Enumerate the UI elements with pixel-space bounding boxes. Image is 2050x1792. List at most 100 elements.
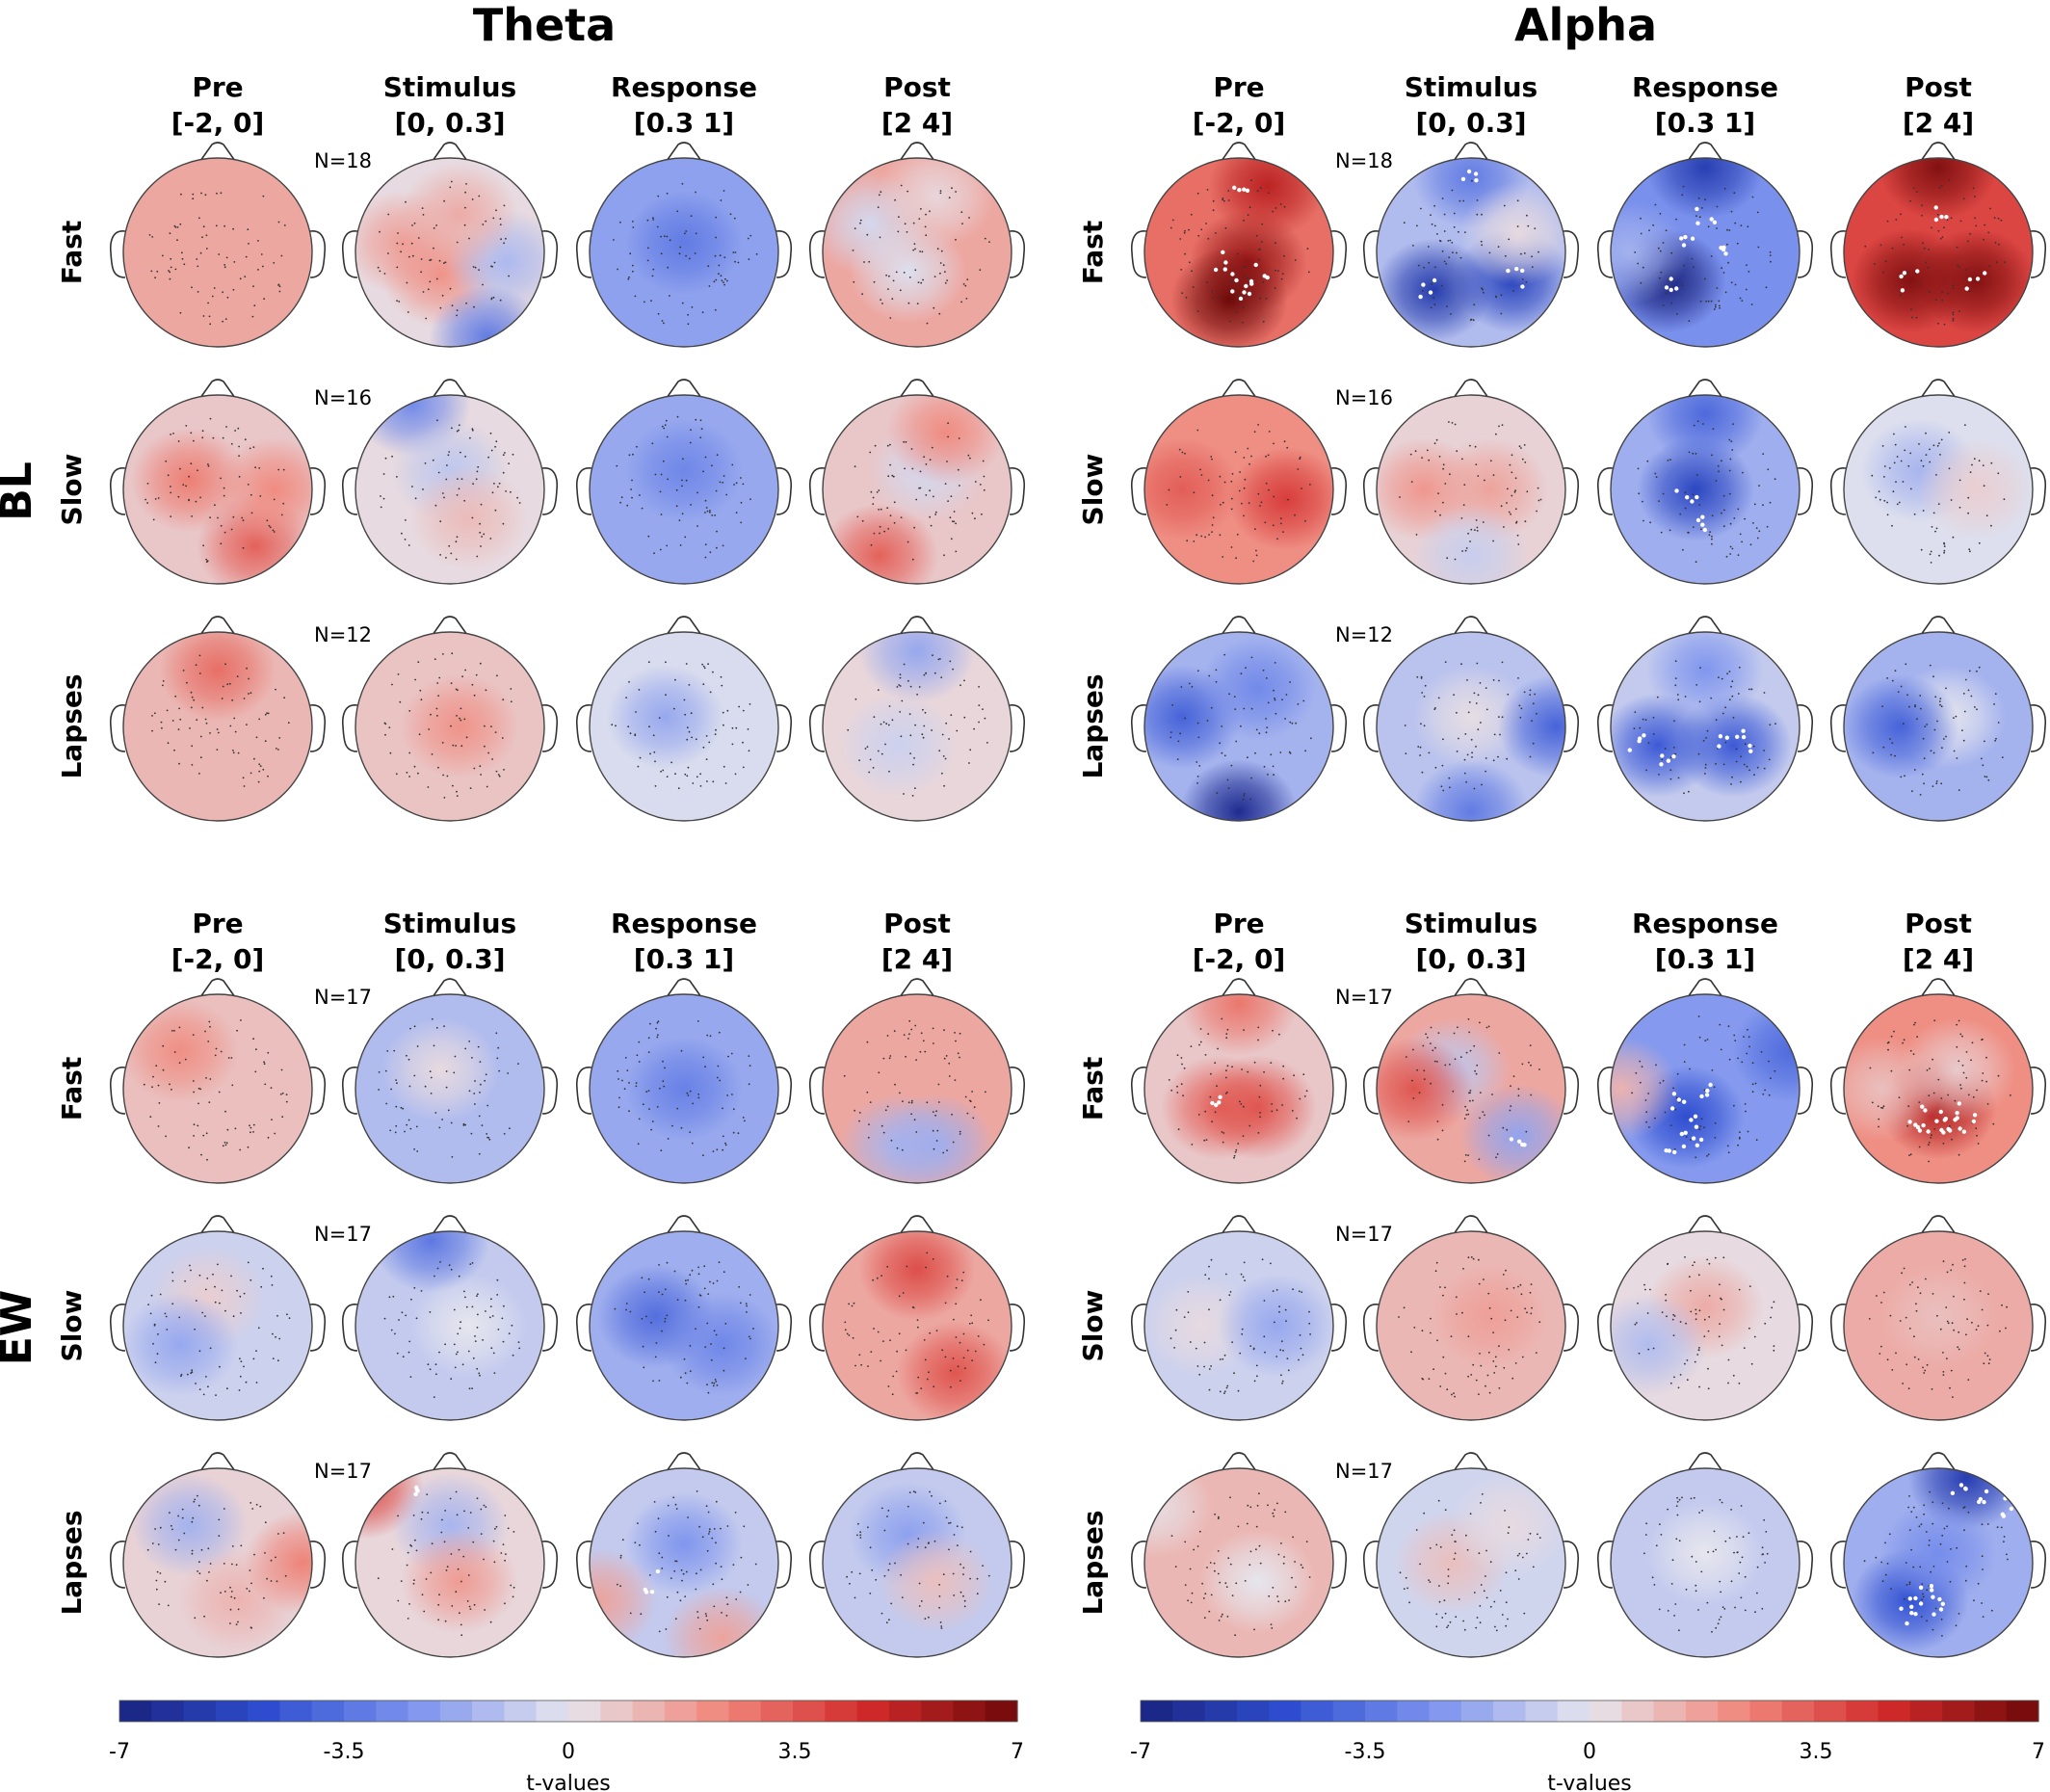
sensor-dot	[1924, 1369, 1927, 1372]
sensor-dot	[942, 1151, 945, 1154]
sensor-dot	[747, 237, 749, 240]
ear-right-outline	[541, 467, 559, 515]
sensor-dot	[444, 1510, 447, 1512]
sensor-dot	[456, 309, 459, 311]
sensor-dot	[197, 1124, 199, 1127]
sensor-dot	[1259, 1562, 1262, 1565]
sensor-dot	[1442, 738, 1444, 741]
sensor-dot	[464, 206, 466, 209]
column-window-pre: [-2, 0]	[171, 107, 265, 139]
significant-sensor-dot	[1690, 236, 1695, 241]
sensor-dot	[276, 1314, 278, 1317]
sensor-dot	[177, 495, 180, 498]
sensor-dot	[1434, 1270, 1437, 1273]
sensor-dot	[492, 1352, 495, 1355]
sensor-dot	[173, 1051, 176, 1053]
sensor-dot	[1280, 1374, 1282, 1377]
sensor-dot	[1704, 763, 1707, 766]
sensor-dot	[913, 526, 915, 529]
sensor-dot	[732, 251, 735, 253]
sensor-dot	[1894, 670, 1897, 672]
sensor-dot	[1686, 1359, 1689, 1361]
sensor-dot	[1283, 1556, 1285, 1558]
sensor-dot	[158, 1102, 161, 1104]
sensor-dot	[932, 1111, 934, 1113]
sensor-dot	[1662, 1079, 1665, 1082]
sensor-dot	[437, 471, 440, 474]
sensor-dot	[889, 514, 892, 517]
sensor-dot	[1983, 485, 1985, 488]
sensor-dot	[486, 1133, 488, 1135]
sensor-dot	[395, 1105, 398, 1108]
sensor-dot	[1984, 776, 1986, 777]
sensor-dot	[1537, 1533, 1538, 1536]
sensor-dot	[1914, 704, 1916, 706]
sensor-dot	[939, 262, 942, 264]
sensor-dot	[938, 1606, 940, 1609]
sensor-dot	[450, 682, 453, 684]
sensor-dot	[1212, 209, 1215, 212]
sensor-dot	[1932, 785, 1934, 787]
sensor-dot	[911, 795, 914, 797]
sensor-dot	[154, 498, 157, 500]
sensor-dot	[448, 544, 451, 547]
colorbar-right	[1140, 1700, 2039, 1723]
sensor-dot	[942, 1573, 945, 1575]
sensor-dot	[1959, 220, 1962, 223]
sensor-dot	[923, 456, 925, 459]
sensor-dot	[1250, 707, 1253, 710]
sensor-dot	[914, 787, 916, 789]
sensor-dot	[1243, 795, 1246, 797]
sensor-dot	[1732, 1374, 1735, 1377]
sensor-dot	[1432, 297, 1435, 300]
sensor-dot	[429, 1070, 432, 1072]
sensor-dot	[518, 1347, 521, 1350]
sensor-dot	[1492, 474, 1495, 476]
sensor-dot	[1704, 767, 1707, 769]
sensor-dot	[1537, 487, 1539, 489]
sensor-dot	[1520, 707, 1523, 710]
sensor-dot	[1890, 1588, 1892, 1590]
sensor-dot	[1714, 305, 1717, 308]
sensor-dot	[1955, 715, 1958, 718]
topomap-blob	[123, 998, 239, 1103]
sensor-dot	[1454, 423, 1457, 426]
sensor-dot	[232, 750, 234, 751]
sensor-dot	[914, 248, 916, 250]
sensor-dot	[1774, 478, 1776, 481]
sensor-dot	[880, 723, 882, 725]
sensor-dot	[1921, 204, 1923, 207]
sensor-dot	[1292, 1288, 1294, 1291]
sensor-dot	[943, 1057, 946, 1060]
sensor-dot	[707, 265, 710, 268]
sensor-dot	[859, 219, 862, 222]
sensor-dot	[154, 1361, 157, 1364]
significant-sensor-dot	[1899, 274, 1904, 279]
sensor-dot	[436, 715, 438, 717]
row-label-fast: Fast	[56, 1057, 88, 1120]
sensor-dot	[1430, 1331, 1432, 1334]
sensor-dot	[460, 745, 463, 748]
sensor-dot	[1230, 497, 1233, 500]
sensor-dot	[1922, 1595, 1925, 1598]
sensor-dot	[1241, 502, 1243, 505]
sensor-dot	[1259, 1116, 1261, 1119]
sensor-dot	[1666, 1315, 1668, 1318]
sensor-dot	[474, 266, 477, 269]
sensor-dot	[1888, 1533, 1891, 1536]
sensor-dot	[410, 1545, 413, 1547]
sensor-dot	[1210, 456, 1213, 458]
sensor-dot	[953, 1534, 956, 1536]
sensor-dot	[248, 243, 250, 245]
sensor-dot	[695, 738, 697, 741]
sensor-dot	[723, 1347, 725, 1350]
sensor-dot	[1467, 1113, 1470, 1116]
sensor-dot	[1447, 1582, 1449, 1585]
sensor-dot	[150, 1294, 153, 1297]
sensor-dot	[202, 1393, 205, 1396]
sensor-dot	[171, 1303, 174, 1305]
significant-sensor-dot	[1939, 214, 1944, 220]
sensor-dot	[701, 663, 703, 666]
sensor-dot	[171, 1271, 174, 1274]
sensor-dot	[1932, 1293, 1934, 1295]
